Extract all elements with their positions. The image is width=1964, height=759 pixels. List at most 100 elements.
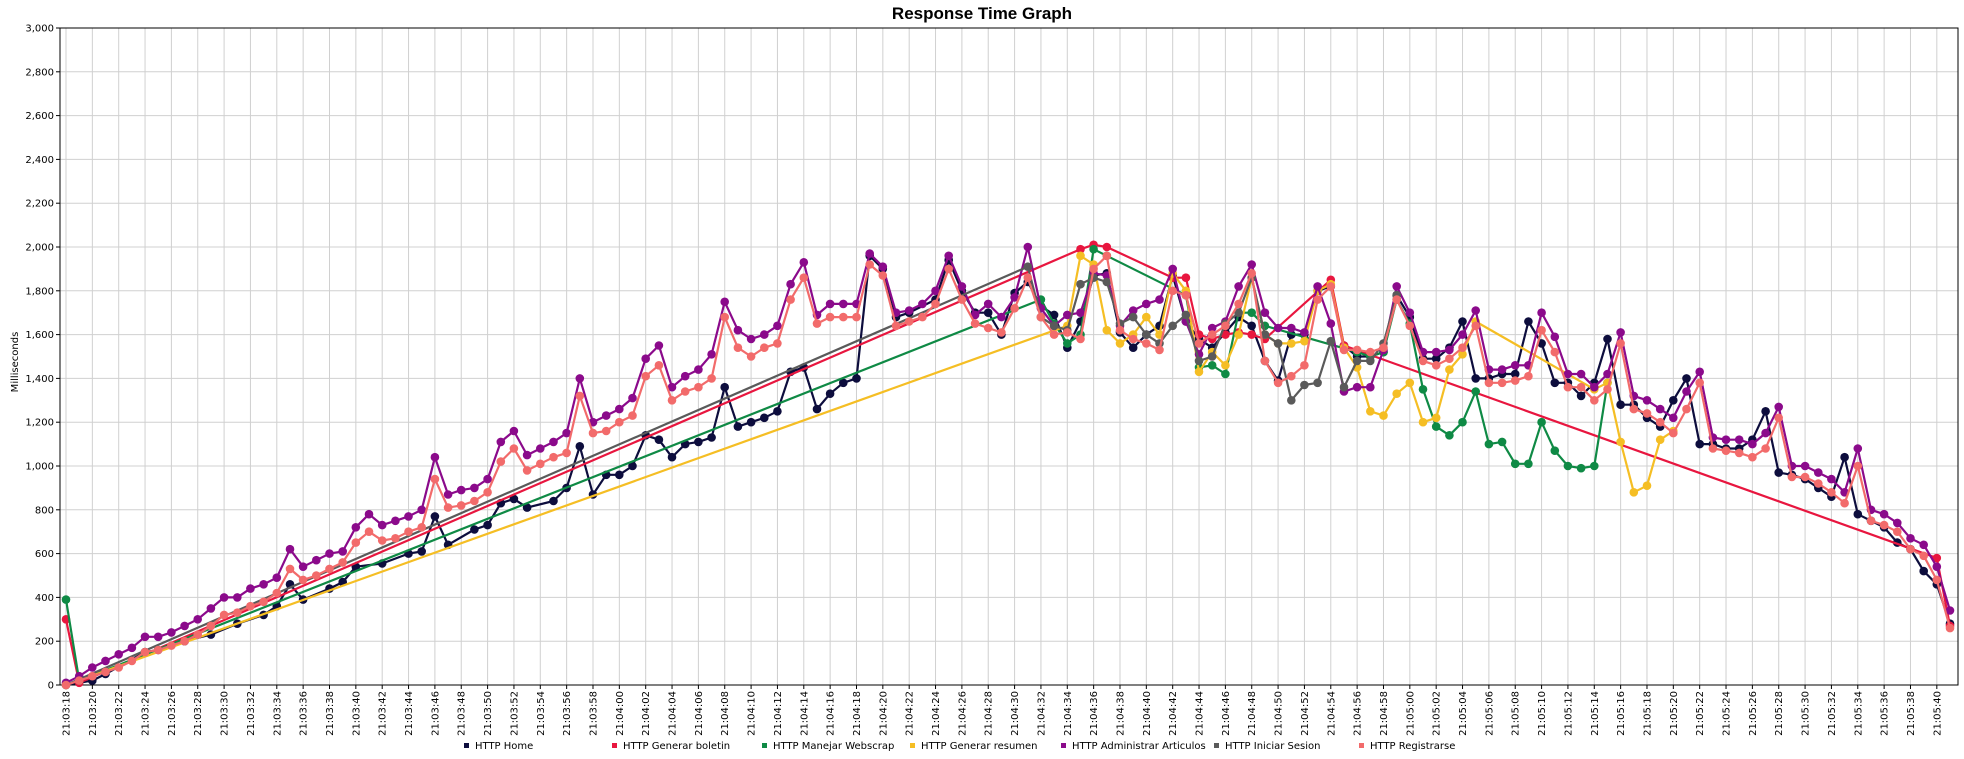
data-point bbox=[1603, 385, 1612, 394]
data-point bbox=[285, 544, 295, 554]
data-point bbox=[1300, 336, 1309, 346]
x-tick-label: 21:05:06 bbox=[1484, 691, 1495, 736]
data-point bbox=[483, 488, 492, 497]
data-point bbox=[1682, 404, 1691, 414]
data-point bbox=[1800, 461, 1810, 471]
grid-lines bbox=[60, 28, 1958, 685]
data-point bbox=[180, 636, 189, 646]
data-point bbox=[1669, 428, 1678, 438]
data-point bbox=[1155, 295, 1164, 304]
data-point bbox=[312, 555, 321, 565]
data-point bbox=[1471, 306, 1480, 315]
data-point bbox=[1919, 540, 1928, 550]
data-point bbox=[733, 325, 743, 335]
data-point bbox=[812, 404, 822, 414]
data-point bbox=[1919, 566, 1928, 576]
x-tick-label: 21:04:32 bbox=[1036, 691, 1047, 736]
x-tick-label: 21:05:20 bbox=[1669, 691, 1680, 736]
data-point bbox=[1247, 330, 1256, 339]
x-tick-label: 21:03:52 bbox=[509, 691, 520, 736]
data-point bbox=[825, 389, 835, 399]
data-point bbox=[1221, 361, 1230, 370]
data-point bbox=[509, 426, 519, 436]
legend-label: HTTP Generar boletin bbox=[623, 741, 730, 752]
data-point bbox=[1300, 380, 1309, 390]
data-point bbox=[1603, 334, 1612, 344]
data-point bbox=[1642, 396, 1652, 405]
data-point bbox=[891, 321, 901, 331]
data-point bbox=[536, 459, 545, 469]
data-point bbox=[839, 299, 848, 309]
data-point bbox=[1919, 551, 1928, 561]
data-point bbox=[483, 474, 492, 484]
x-tick-label: 21:05:04 bbox=[1458, 691, 1469, 736]
data-point bbox=[1234, 330, 1243, 339]
data-point bbox=[1247, 269, 1256, 278]
data-point bbox=[1168, 286, 1177, 296]
data-point bbox=[983, 323, 993, 333]
data-point bbox=[957, 282, 967, 291]
data-point bbox=[1550, 347, 1560, 357]
data-point bbox=[233, 593, 242, 602]
x-tick-label: 21:03:34 bbox=[272, 691, 283, 736]
data-point bbox=[483, 520, 492, 530]
data-point bbox=[1695, 367, 1704, 377]
data-point bbox=[1023, 242, 1033, 252]
data-point bbox=[1102, 325, 1112, 335]
data-point bbox=[430, 452, 440, 462]
data-point bbox=[1510, 361, 1520, 370]
data-point bbox=[1576, 463, 1586, 473]
data-point bbox=[1128, 343, 1138, 353]
data-point bbox=[1431, 354, 1441, 364]
data-point bbox=[1418, 356, 1428, 366]
data-point bbox=[206, 621, 216, 631]
data-point bbox=[312, 571, 321, 580]
x-tick-label: 21:04:48 bbox=[1247, 691, 1258, 736]
data-point bbox=[1352, 382, 1362, 392]
data-point bbox=[654, 435, 664, 445]
data-point bbox=[1023, 273, 1033, 283]
plot-area-frame bbox=[59, 27, 1959, 686]
x-tick-label: 21:04:46 bbox=[1221, 691, 1232, 736]
data-point bbox=[470, 483, 479, 493]
data-point bbox=[1695, 378, 1704, 388]
x-tick-label: 21:04:04 bbox=[668, 691, 679, 736]
data-point bbox=[1076, 334, 1085, 344]
data-point bbox=[1563, 369, 1573, 379]
data-point bbox=[246, 584, 255, 593]
data-point bbox=[825, 299, 835, 309]
data-point bbox=[364, 509, 374, 519]
data-point bbox=[325, 564, 334, 574]
data-point bbox=[733, 343, 743, 353]
x-tick-label: 21:03:58 bbox=[588, 691, 599, 736]
data-point bbox=[773, 339, 782, 348]
x-tick-label: 21:04:00 bbox=[615, 691, 626, 736]
data-point bbox=[1629, 404, 1639, 414]
x-tick-label: 21:04:24 bbox=[931, 691, 942, 736]
data-point bbox=[522, 503, 532, 512]
x-tick-label: 21:03:28 bbox=[193, 691, 204, 736]
legend-label: HTTP Registrarse bbox=[1370, 741, 1455, 752]
data-point bbox=[1366, 347, 1375, 357]
data-point bbox=[720, 297, 729, 307]
data-point bbox=[1313, 295, 1322, 304]
data-point bbox=[522, 466, 532, 475]
data-point bbox=[536, 444, 545, 453]
data-point bbox=[918, 299, 927, 309]
x-tick-label: 21:04:40 bbox=[1142, 691, 1153, 736]
data-point bbox=[839, 378, 848, 388]
x-tick-label: 21:04:44 bbox=[1195, 691, 1206, 736]
data-point bbox=[1800, 472, 1810, 482]
data-point bbox=[1510, 459, 1520, 469]
data-point bbox=[1128, 306, 1138, 315]
data-point bbox=[1168, 321, 1177, 331]
data-point bbox=[1300, 328, 1309, 337]
data-point bbox=[865, 249, 874, 258]
x-tick-label: 21:05:38 bbox=[1906, 691, 1917, 736]
x-tick-label: 21:03:54 bbox=[536, 691, 547, 736]
data-point bbox=[101, 656, 110, 666]
data-point bbox=[1405, 321, 1415, 331]
data-point bbox=[1181, 310, 1191, 320]
data-point bbox=[667, 382, 677, 392]
